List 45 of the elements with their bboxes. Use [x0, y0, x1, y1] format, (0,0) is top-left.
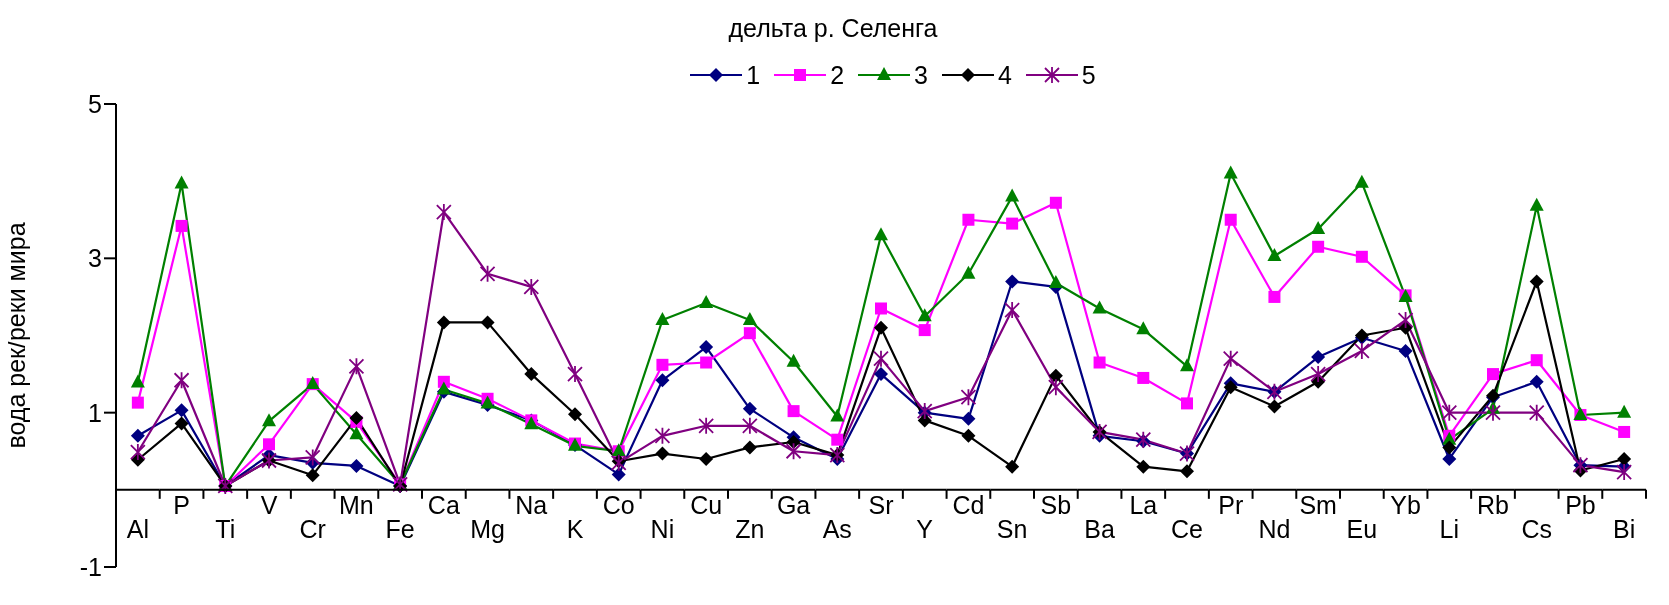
x-tick-label: K — [566, 514, 584, 543]
x-tick-label: Ba — [1084, 514, 1115, 543]
x-tick-label: Ga — [776, 490, 811, 519]
x-tick-label: Sb — [1040, 490, 1072, 519]
y-tick-label: 1 — [88, 398, 102, 427]
x-tick-label: Ce — [1171, 514, 1203, 543]
x-tick-label: Mn — [339, 490, 374, 519]
y-tick-label: -1 — [79, 552, 102, 581]
x-tick-label: Ni — [650, 514, 675, 543]
x-tick-label: Co — [602, 490, 635, 519]
x-tick-label: Mg — [470, 514, 505, 543]
x-tick-label: As — [822, 514, 852, 543]
x-tick-label: V — [260, 490, 278, 519]
x-tick-label: Pr — [1218, 490, 1244, 519]
x-tick-label: Rb — [1477, 490, 1509, 519]
x-tick-label: Y — [916, 514, 934, 543]
x-tick-label: Ca — [427, 490, 460, 519]
x-tick-label: Zn — [735, 514, 765, 543]
x-tick-label: Bi — [1613, 514, 1636, 543]
x-tick-label: Cs — [1521, 514, 1552, 543]
x-tick-label: Sn — [996, 514, 1028, 543]
legend-label: 3 — [914, 60, 928, 90]
x-tick-label: Nd — [1258, 514, 1291, 543]
x-tick-label: Ti — [215, 514, 236, 543]
x-tick-label: Pb — [1565, 490, 1596, 519]
legend-label: 4 — [997, 60, 1012, 90]
chart-title: дельта р. Селенга — [727, 13, 939, 44]
x-tick-label: Sm — [1299, 490, 1337, 519]
legend-label: 1 — [746, 60, 761, 90]
x-tick-label: Sr — [868, 490, 894, 519]
x-tick-label: Na — [515, 490, 548, 519]
y-tick-label: 3 — [88, 244, 102, 273]
legend-label: 2 — [830, 60, 845, 90]
x-tick-label: Eu — [1346, 514, 1378, 543]
x-tick-label: Cr — [299, 514, 326, 543]
x-tick-label: Li — [1439, 514, 1460, 543]
y-tick-label: 5 — [88, 89, 102, 118]
x-tick-label: Fe — [385, 514, 415, 543]
x-tick-label: Yb — [1390, 490, 1421, 519]
x-tick-label: Al — [126, 514, 149, 543]
legend-label: 5 — [1081, 60, 1096, 90]
x-tick-label: La — [1129, 490, 1158, 519]
x-tick-label: Cd — [952, 490, 985, 519]
x-tick-label: Cu — [690, 490, 723, 519]
x-tick-label: P — [173, 490, 190, 519]
